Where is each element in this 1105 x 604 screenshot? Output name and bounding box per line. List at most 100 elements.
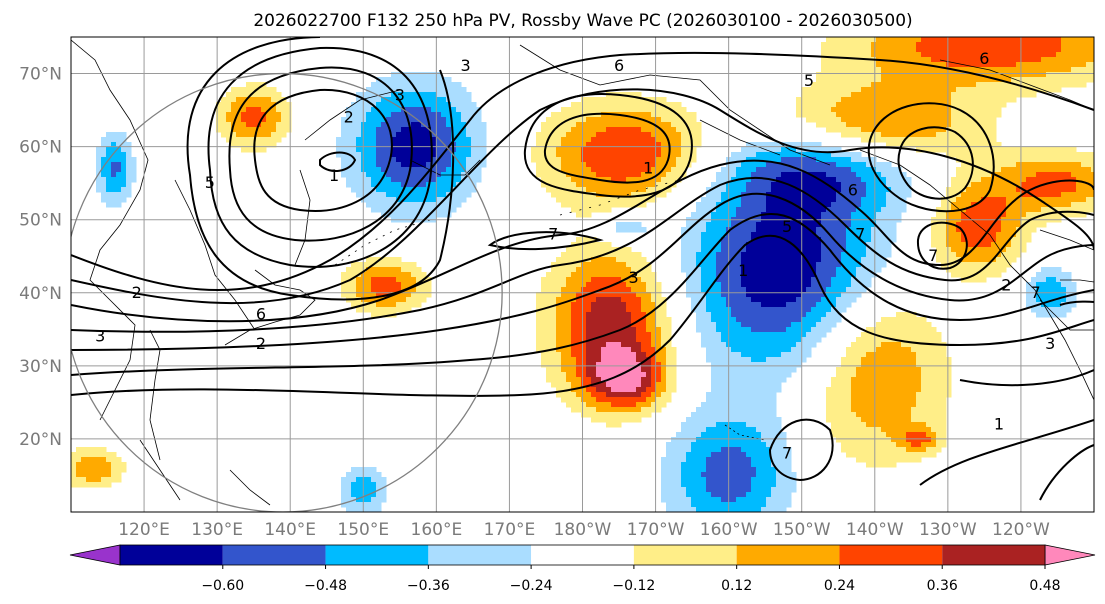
anomaly-cell (936, 127, 942, 133)
anomaly-cell (376, 117, 382, 123)
anomaly-cell (246, 102, 252, 108)
anomaly-cell (531, 147, 537, 153)
anomaly-cell (561, 142, 567, 148)
anomaly-cell (556, 297, 562, 303)
anomaly-cell (636, 197, 642, 203)
anomaly-cell (866, 157, 872, 163)
anomaly-cell (1031, 72, 1037, 78)
anomaly-cell (836, 62, 842, 68)
anomaly-cell (896, 87, 902, 93)
anomaly-cell (1071, 182, 1077, 188)
anomaly-cell (1086, 192, 1092, 198)
anomaly-cell (676, 142, 682, 148)
anomaly-cell (396, 212, 402, 218)
anomaly-cell (541, 182, 547, 188)
anomaly-cell (826, 72, 832, 78)
anomaly-cell (371, 92, 377, 98)
anomaly-cell (991, 57, 997, 63)
anomaly-cell (226, 117, 232, 123)
anomaly-cell (1006, 57, 1012, 63)
anomaly-cell (256, 147, 262, 153)
anomaly-cell (1061, 62, 1067, 68)
anomaly-cell (741, 162, 747, 168)
anomaly-cell (811, 252, 817, 258)
anomaly-cell (976, 172, 982, 178)
anomaly-cell (696, 142, 702, 148)
anomaly-cell (1031, 47, 1037, 53)
anomaly-cell (876, 62, 882, 68)
anomaly-cell (756, 172, 762, 178)
anomaly-cell (1021, 177, 1027, 183)
anomaly-cell (471, 117, 477, 123)
anomaly-cell (671, 132, 677, 138)
anomaly-cell (131, 172, 137, 178)
anomaly-cell (631, 127, 637, 133)
anomaly-cell (341, 292, 347, 298)
anomaly-cell (686, 117, 692, 123)
anomaly-cell (631, 282, 637, 288)
anomaly-cell (656, 192, 662, 198)
anomaly-cell (746, 232, 752, 238)
anomaly-cell (981, 137, 987, 143)
anomaly-cell (386, 257, 392, 263)
anomaly-cell (991, 102, 997, 108)
anomaly-cell (226, 132, 232, 138)
anomaly-cell (466, 117, 472, 123)
anomaly-cell (891, 232, 897, 238)
anomaly-cell (621, 122, 627, 128)
anomaly-cell (581, 132, 587, 138)
anomaly-cell (781, 177, 787, 183)
anomaly-cell (1011, 252, 1017, 258)
anomaly-cell (1001, 247, 1007, 253)
anomaly-cell (541, 122, 547, 128)
anomaly-cell (971, 107, 977, 113)
anomaly-cell (406, 157, 412, 163)
anomaly-cell (611, 187, 617, 193)
anomaly-cell (966, 172, 972, 178)
anomaly-cell (456, 152, 462, 158)
anomaly-cell (851, 92, 857, 98)
anomaly-cell (111, 162, 117, 168)
anomaly-cell (596, 202, 602, 208)
anomaly-cell (106, 162, 112, 168)
anomaly-cell (886, 182, 892, 188)
anomaly-cell (471, 102, 477, 108)
anomaly-cell (431, 127, 437, 133)
anomaly-cell (436, 77, 442, 83)
anomaly-cell (376, 157, 382, 163)
anomaly-cell (826, 62, 832, 68)
anomaly-cell (1076, 62, 1082, 68)
anomaly-cell (476, 112, 482, 118)
anomaly-cell (651, 287, 657, 293)
anomaly-cell (471, 147, 477, 153)
anomaly-cell (1031, 297, 1037, 303)
anomaly-cell (426, 97, 432, 103)
anomaly-cell (766, 262, 772, 268)
anomaly-cell (356, 267, 362, 273)
anomaly-cell (836, 222, 842, 228)
anomaly-cell (566, 127, 572, 133)
anomaly-cell (621, 137, 627, 143)
anomaly-cell (861, 167, 867, 173)
anomaly-cell (956, 152, 962, 158)
anomaly-cell (606, 122, 612, 128)
anomaly-cell (926, 37, 932, 43)
anomaly-cell (556, 137, 562, 143)
anomaly-cell (591, 242, 597, 248)
anomaly-cell (556, 112, 562, 118)
anomaly-cell (1001, 62, 1007, 68)
anomaly-cell (836, 177, 842, 183)
anomaly-cell (236, 127, 242, 133)
anomaly-cell (676, 162, 682, 168)
anomaly-cell (716, 177, 722, 183)
anomaly-cell (381, 127, 387, 133)
anomaly-cell (1091, 187, 1094, 193)
anomaly-cell (606, 287, 612, 293)
anomaly-cell (536, 147, 542, 153)
anomaly-cell (896, 142, 902, 148)
anomaly-cell (396, 137, 402, 143)
anomaly-cell (876, 37, 882, 43)
anomaly-cell (1006, 152, 1012, 158)
anomaly-cell (976, 212, 982, 218)
